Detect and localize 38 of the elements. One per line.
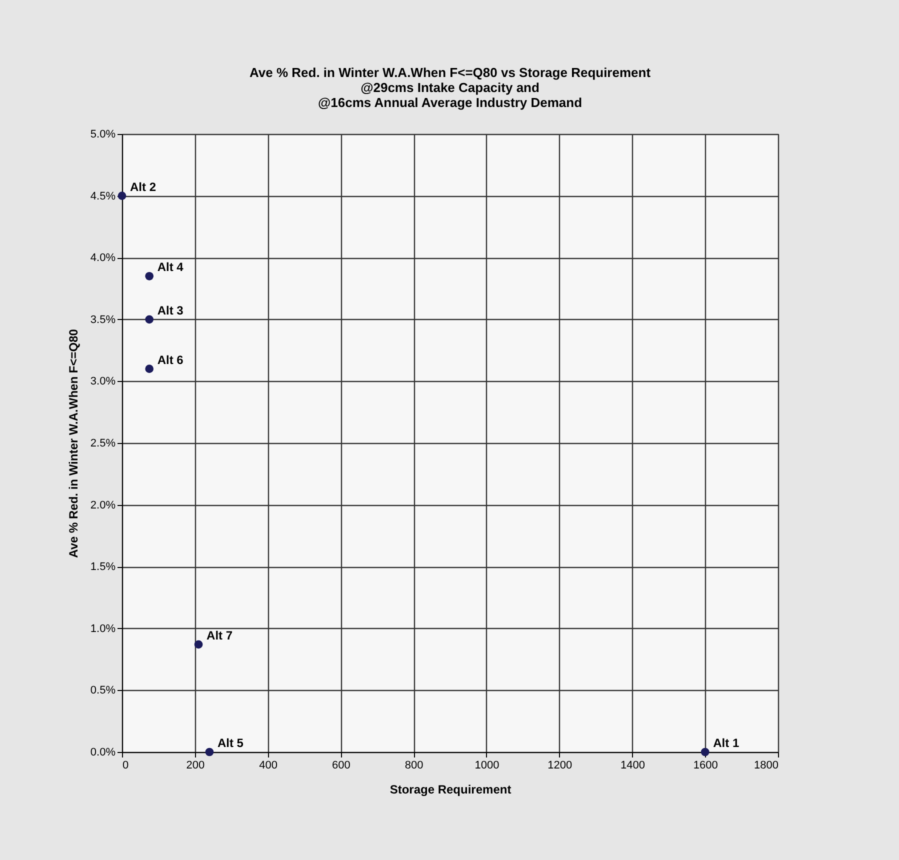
y-tick-label: 3.5% — [90, 314, 116, 326]
annotation: Alt 1 — [713, 736, 740, 750]
x-tick-label: 1800 — [754, 760, 778, 772]
x-axis-title: Storage Requirement — [390, 782, 512, 796]
x-tick-label: 200 — [186, 760, 205, 772]
point — [118, 192, 126, 200]
x-tick-label: 600 — [332, 760, 350, 772]
point — [700, 748, 710, 756]
x-tick-label: 400 — [259, 760, 278, 772]
y-tick-label: 1.5% — [90, 561, 116, 574]
annotation: Alt 4 — [157, 260, 184, 274]
y-tick-label: 2.5% — [90, 438, 116, 450]
y-tick-label: 0.0% — [90, 746, 116, 758]
point — [145, 272, 154, 280]
point — [194, 640, 203, 649]
y-tick-label: 1.0% — [90, 622, 116, 635]
x-tick-label: 1400 — [620, 760, 645, 772]
y-axis-title: Ave % Red. in Winter W.A.When F<=Q80 — [66, 328, 80, 558]
chart-title: Ave % Red. in Winter W.A.When F<=Q80 vs Storage Requirement @29cms Intake Capacity and @16cms Annual Average Industry Demand — [249, 65, 652, 110]
y-tick-label: 5.0% — [90, 128, 116, 140]
y-tick-label: 4.5% — [90, 190, 116, 202]
y-tick-label: 4.0% — [90, 252, 116, 264]
annotation: Alt 5 — [217, 736, 244, 750]
y-tick-label: 2.0% — [90, 499, 116, 512]
x-tick-label: 800 — [404, 760, 424, 772]
annotation: Alt 7 — [206, 628, 233, 642]
annotation: Alt 2 — [130, 180, 156, 194]
annotation: Alt 3 — [157, 303, 184, 318]
x-tick-label: 1000 — [474, 760, 500, 772]
y-tick-label: 3.0% — [90, 376, 116, 388]
point — [205, 748, 214, 756]
point — [145, 315, 154, 324]
x-tick-label: 0 — [122, 760, 129, 772]
annotation: Alt 6 — [157, 352, 184, 367]
x-tick-label: 1600 — [693, 760, 718, 772]
x-tick-label: 1200 — [548, 760, 572, 772]
y-tick-label: 0.5% — [90, 684, 116, 697]
point — [145, 364, 154, 374]
